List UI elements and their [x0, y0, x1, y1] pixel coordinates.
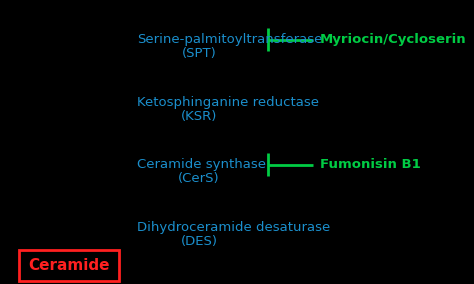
Text: (DES): (DES): [181, 235, 218, 248]
Text: Myriocin/Cycloserin: Myriocin/Cycloserin: [320, 33, 466, 46]
Text: Fumonisin B1: Fumonisin B1: [320, 158, 421, 171]
Text: (CerS): (CerS): [178, 172, 220, 185]
Text: (SPT): (SPT): [182, 47, 217, 60]
Text: Ceramide synthase: Ceramide synthase: [137, 158, 266, 171]
Text: (KSR): (KSR): [181, 110, 217, 123]
Text: Ketosphinganine reductase: Ketosphinganine reductase: [137, 96, 319, 109]
FancyBboxPatch shape: [19, 250, 118, 281]
Text: Serine-palmitoyltransferase: Serine-palmitoyltransferase: [137, 33, 323, 46]
Text: Ceramide: Ceramide: [28, 258, 109, 273]
Text: Dihydroceramide desaturase: Dihydroceramide desaturase: [137, 221, 331, 234]
